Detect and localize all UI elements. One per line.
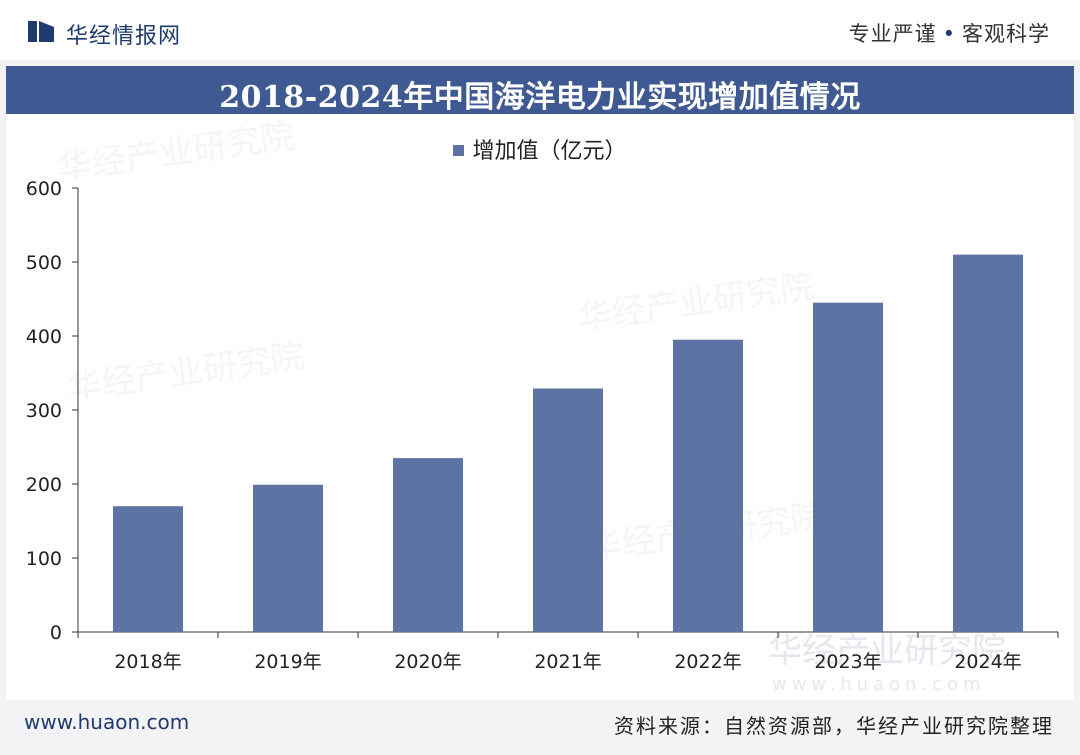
- bar-2018年: [113, 506, 183, 632]
- y-tick-label: 500: [26, 252, 62, 274]
- legend-label: 增加值（亿元）: [472, 139, 627, 164]
- footer: www.huaon.com 资料来源：自然资源部，华经产业研究院整理: [0, 700, 1080, 755]
- bars: [113, 254, 1023, 632]
- x-tick-label: 2018年: [114, 651, 181, 673]
- brand-name: 华经情报网: [66, 24, 182, 49]
- watermark-text: 华经产业研究院: [768, 631, 1006, 671]
- header-bar: 华经情报网 专业严谨 • 客观科学: [0, 0, 1080, 60]
- y-tick-label: 400: [26, 326, 62, 348]
- website-url: www.huaon.com: [24, 710, 190, 734]
- x-tick-label: 2024年: [954, 651, 1021, 673]
- y-tick-label: 200: [26, 474, 62, 496]
- y-tick-label: 100: [26, 548, 62, 570]
- y-tick-label: 0: [50, 622, 62, 644]
- x-tick-label: 2022年: [674, 651, 741, 673]
- x-tick-label: 2020年: [394, 651, 461, 673]
- x-tick-label: 2021年: [534, 651, 601, 673]
- watermark-text: 华经产业研究院: [576, 266, 817, 339]
- axes: 0 100 200 300 400 500 600 2018年 2019年 2020年 2021年 2…: [26, 178, 1059, 673]
- y-tick-label: 600: [26, 178, 62, 200]
- legend-swatch: [453, 144, 465, 156]
- huajing-logo-icon: [28, 21, 54, 42]
- slogan-right: 客观科学: [962, 22, 1050, 46]
- watermark-url: www.huaon.com: [772, 674, 986, 695]
- bar-2020年: [393, 458, 463, 632]
- watermark-text: 华经产业研究院: [66, 336, 307, 409]
- x-tick-label: 2023年: [814, 651, 881, 673]
- slogan-left: 专业严谨: [848, 22, 937, 46]
- bar-2019年: [253, 484, 323, 632]
- bar-2024年: [953, 254, 1023, 632]
- x-tick-label: 2019年: [254, 651, 321, 673]
- bar-2021年: [533, 388, 603, 632]
- chart-title-bar: 2018-2024年中国海洋电力业实现增加值情况: [6, 66, 1074, 115]
- legend: 增加值（亿元）: [0, 133, 1080, 165]
- chart-title: 2018-2024年中国海洋电力业实现增加值情况: [219, 80, 861, 115]
- data-source: 资料来源：自然资源部，华经产业研究院整理: [614, 714, 1054, 738]
- bar-2022年: [673, 339, 743, 632]
- slogan: 专业严谨 • 客观科学: [849, 18, 1050, 48]
- bullet-dot-icon: •: [942, 22, 956, 46]
- bar-2023年: [813, 302, 883, 632]
- y-tick-label: 300: [26, 400, 62, 422]
